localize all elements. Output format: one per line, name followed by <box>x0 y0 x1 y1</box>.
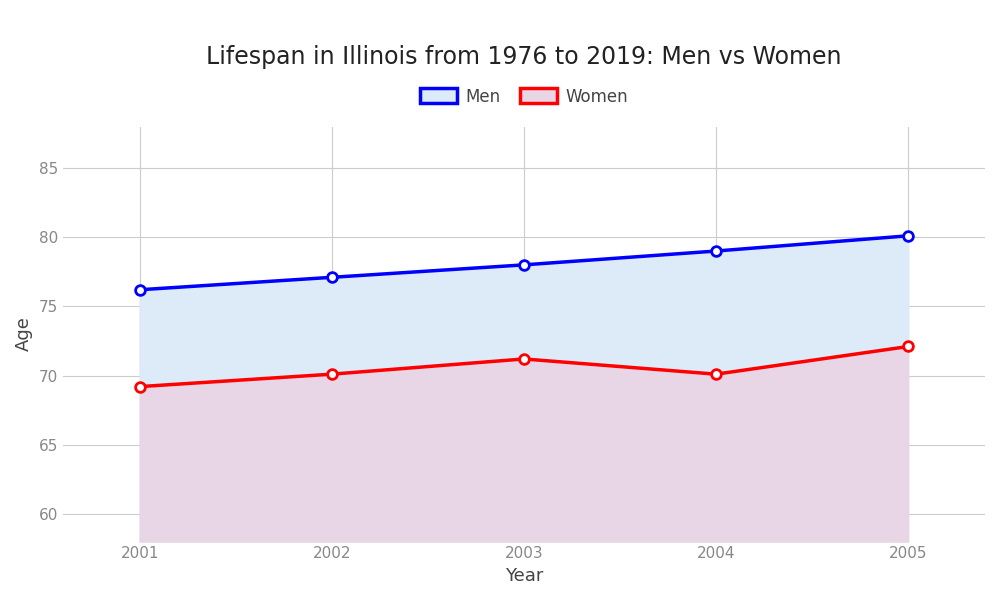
Y-axis label: Age: Age <box>15 317 33 352</box>
X-axis label: Year: Year <box>505 567 543 585</box>
Title: Lifespan in Illinois from 1976 to 2019: Men vs Women: Lifespan in Illinois from 1976 to 2019: … <box>206 45 842 69</box>
Legend: Men, Women: Men, Women <box>413 81 634 112</box>
